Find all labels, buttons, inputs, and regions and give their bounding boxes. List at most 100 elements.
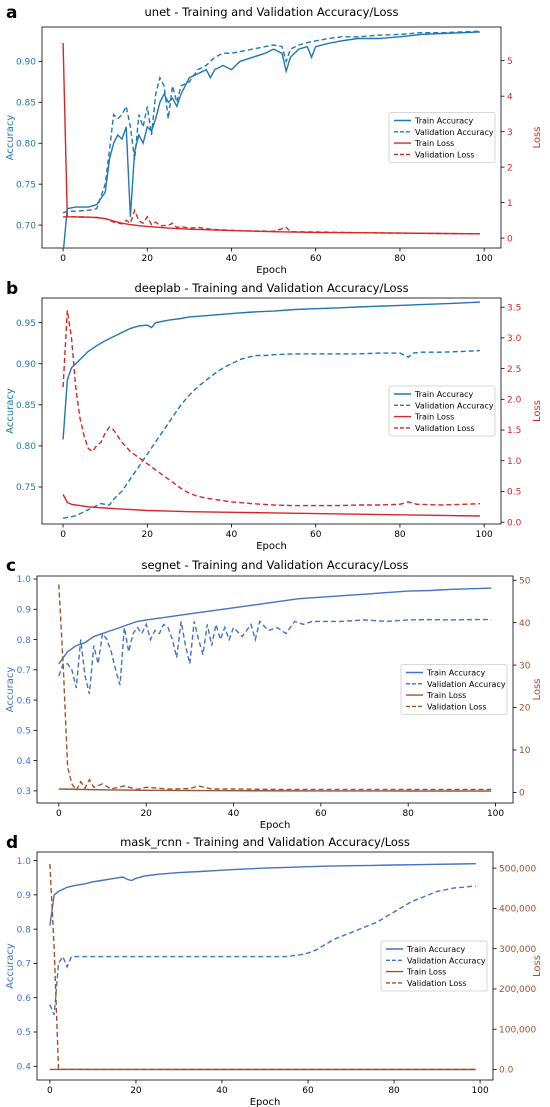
legend-label: Train Loss [426, 691, 466, 700]
series-line-train-loss [62, 494, 480, 517]
x-tick-label: 0 [47, 1086, 53, 1096]
y-right-tick-label: 1.0 [507, 457, 522, 467]
y-left-tick-label: 1.0 [17, 575, 32, 585]
y-left-axis-label: Accuracy [5, 115, 16, 161]
x-tick-label: 100 [476, 530, 493, 540]
legend-label: Validation Accuracy [427, 680, 506, 689]
y-right-tick-label: 2.5 [507, 365, 521, 375]
legend: Train Accuracy Validation Accuracy Train L… [388, 385, 496, 437]
y-left-tick-label: 0.5 [17, 1028, 31, 1038]
legend-box [400, 664, 508, 715]
y-left-tick-label: 0.6 [17, 696, 32, 706]
y-left-tick-label: 0.90 [16, 360, 36, 370]
legend: Train Accuracy Validation Accuracy Train L… [400, 664, 508, 715]
legend-label: Train Accuracy [426, 669, 486, 678]
chart-title: segnet - Training and Validation Accurac… [141, 558, 408, 572]
y-right-tick-label: 1 [507, 199, 513, 209]
y-left-tick-label: 0.95 [16, 319, 36, 329]
chart-panel-a: a unet - Training and Validation Accuracy… [5, 3, 543, 276]
y-right-tick-label: 3.5 [507, 303, 521, 313]
x-tick-label: 100 [472, 1086, 489, 1096]
x-axis-label: Epoch [250, 1097, 281, 1107]
series-line-validation-accuracy [62, 349, 480, 519]
y-left-tick-label: 0.9 [17, 891, 32, 901]
y-left-tick-label: 0.80 [16, 442, 36, 452]
y-right-tick-label: 10 [519, 746, 531, 756]
chart-title: mask_rcnn - Training and Validation Accu… [120, 835, 410, 849]
y-right-tick-label: 40 [519, 619, 531, 629]
y-left-tick-label: 0.5 [17, 727, 31, 737]
y-left-tick-label: 0.90 [16, 58, 36, 68]
y-left-tick-label: 1.0 [17, 857, 32, 867]
y-left-tick-label: 0.85 [16, 99, 36, 109]
legend-label: Train Loss [406, 968, 446, 977]
y-left-tick-label: 0.8 [17, 636, 32, 646]
series-line-train-accuracy [62, 301, 480, 440]
series-line-validation-loss [63, 208, 480, 235]
chart-panel-b: b deeplab - Training and Validation Accur… [5, 279, 543, 552]
x-tick-label: 0 [60, 530, 66, 540]
x-tick-label: 40 [226, 254, 238, 264]
legend-box [388, 385, 496, 437]
x-tick-label: 40 [226, 530, 238, 540]
y-left-tick-label: 0.7 [17, 666, 31, 676]
y-left-tick-label: 0.9 [17, 605, 32, 615]
y-right-tick-label: 2.0 [507, 396, 522, 406]
y-right-axis-label: Loss [532, 127, 543, 149]
x-tick-label: 80 [402, 809, 414, 819]
x-tick-label: 20 [130, 1086, 142, 1096]
y-left-axis-label: Accuracy [5, 943, 16, 989]
x-tick-label: 100 [487, 809, 504, 819]
x-tick-label: 40 [216, 1086, 228, 1096]
y-right-tick-label: 30 [519, 661, 531, 671]
y-right-tick-label: 4 [507, 92, 513, 102]
legend-label: Train Loss [414, 413, 454, 422]
x-tick-label: 20 [140, 809, 152, 819]
legend-label: Validation Loss [427, 702, 487, 711]
x-tick-label: 20 [142, 254, 154, 264]
y-right-axis-label: Loss [532, 400, 543, 422]
panel-letter: a [6, 3, 17, 23]
legend-label: Validation Accuracy [415, 128, 494, 137]
plot-frame [36, 575, 514, 804]
series-line-validation-loss [62, 310, 480, 507]
series-line-validation-loss [58, 584, 492, 792]
x-tick-label: 0 [60, 254, 66, 264]
legend-label: Validation Loss [415, 150, 475, 159]
legend-label: Train Accuracy [414, 117, 474, 126]
x-tick-label: 80 [394, 254, 406, 264]
legend-label: Validation Accuracy [407, 956, 486, 965]
y-right-tick-label: 1.5 [507, 426, 521, 436]
y-right-tick-label: 0.0 [507, 518, 522, 528]
legend-label: Validation Loss [415, 424, 475, 433]
y-left-tick-label: 0.85 [16, 401, 36, 411]
y-left-tick-label: 0.8 [17, 925, 32, 935]
chart-panel-c: c segnet - Training and Validation Accura… [5, 556, 543, 831]
y-left-tick-label: 0.70 [16, 221, 36, 231]
legend-label: Validation Loss [407, 979, 467, 988]
x-tick-label: 80 [394, 530, 406, 540]
y-right-tick-label: 0.5 [507, 488, 521, 498]
series-line-validation-accuracy [49, 885, 476, 1016]
x-axis-label: Epoch [256, 541, 287, 552]
x-axis-label: Epoch [260, 820, 291, 831]
y-right-tick-label: 20 [519, 704, 531, 714]
y-left-tick-label: 0.4 [17, 757, 32, 767]
y-left-axis-label: Accuracy [5, 388, 16, 434]
series-line-train-accuracy [62, 31, 480, 248]
x-tick-label: 60 [315, 809, 327, 819]
y-right-axis-label: Loss [532, 955, 543, 977]
x-tick-label: 60 [302, 1086, 314, 1096]
y-right-tick-label: 5 [507, 57, 513, 67]
chart-title: deeplab - Training and Validation Accura… [134, 281, 408, 295]
x-tick-label: 0 [56, 809, 62, 819]
legend: Train Accuracy Validation Accuracy Train L… [380, 940, 488, 992]
y-left-tick-label: 0.75 [16, 180, 36, 190]
x-tick-label: 20 [142, 530, 154, 540]
series-line-validation-loss [49, 864, 476, 1071]
y-left-tick-label: 0.80 [16, 139, 36, 149]
y-right-tick-label: 300,000 [499, 945, 536, 955]
y-left-tick-label: 0.3 [17, 787, 31, 797]
legend-label: Train Accuracy [406, 945, 466, 954]
panel-letter: c [6, 556, 16, 576]
